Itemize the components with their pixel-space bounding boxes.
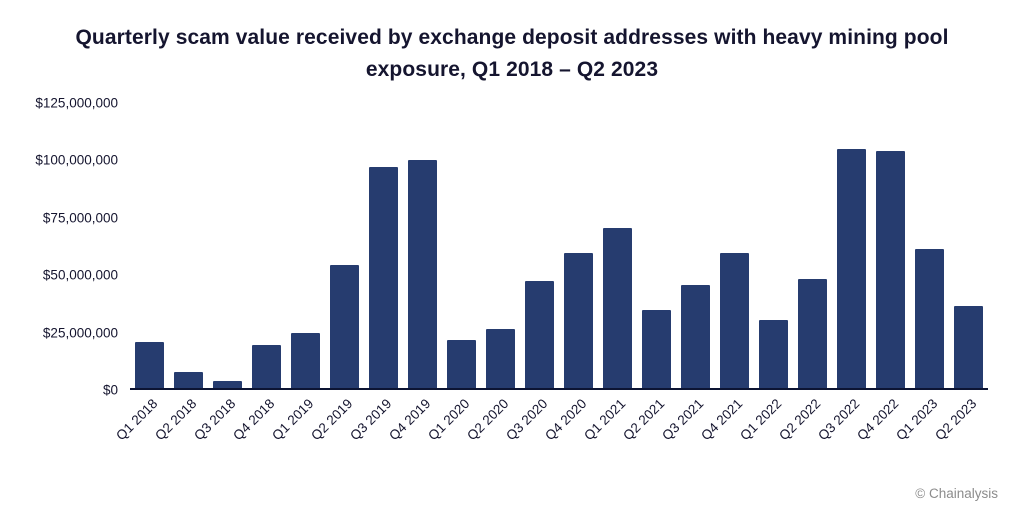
bar-q1-2022 [759,319,788,388]
x-axis-tick-label: Q1 2020 [424,396,473,444]
bar-group: Q1 2018 [113,103,169,443]
bar-group: Q4 2022 [854,103,910,443]
bar-q3-2020 [525,280,554,388]
bar-q2-2019 [330,264,359,388]
bar-q1-2023 [915,248,944,388]
x-axis-tick-label: Q3 2020 [502,396,551,444]
x-axis-tick-label: Q1 2023 [892,396,941,444]
bar-group: Q4 2018 [230,103,286,443]
bar-group: Q2 2022 [776,103,832,443]
x-axis-tick-label: Q3 2019 [346,396,395,444]
bar-chart: $0 $25,000,000 $50,000,000 $75,000,000 $100,… [35,96,988,443]
x-axis-tick-label: Q3 2022 [814,396,863,444]
x-axis-tick-label: Q2 2022 [775,396,824,444]
bar-group: Q3 2022 [815,103,871,443]
bar-group: Q2 2023 [932,103,988,443]
bar-q3-2021 [681,285,710,388]
bar-q1-2020 [447,340,476,388]
x-axis-tick-label: Q2 2021 [619,396,668,444]
bar-q2-2023 [954,305,983,388]
bar-q4-2021 [720,253,749,388]
x-axis-tick-label: Q2 2018 [151,396,200,444]
bar-q4-2022 [876,150,905,388]
bar-group: Q1 2019 [269,103,325,443]
bar-group: Q3 2018 [191,103,247,443]
y-axis-tick-label: $100,000,000 [35,152,118,168]
bar-q4-2018 [252,344,281,388]
bar-group: Q1 2021 [581,103,637,443]
chart-title: Quarterly scam value received by exchang… [75,26,949,81]
x-axis-tick-label: Q4 2019 [385,396,434,444]
bar-group: Q4 2020 [542,103,598,443]
x-axis-tick-label: Q1 2022 [736,396,785,444]
x-axis-tick-label: Q1 2018 [112,396,161,444]
bar-group: Q4 2021 [698,103,754,443]
bar-q1-2019 [291,333,320,388]
y-axis-tick-label: $25,000,000 [42,325,118,341]
bar-group: Q2 2019 [308,103,364,443]
x-axis-tick-label: Q2 2019 [307,396,356,444]
bar-q3-2018 [213,381,242,388]
bar-q4-2020 [564,253,593,388]
x-axis-tick-label: Q3 2018 [190,396,239,444]
bar-group: Q3 2021 [659,103,715,443]
y-axis: $0 $25,000,000 $50,000,000 $75,000,000 $100,… [0,96,118,398]
y-axis-tick-label: $50,000,000 [42,267,118,283]
bar-group: Q2 2018 [152,103,208,443]
x-axis-tick-label: Q4 2018 [229,396,278,444]
x-axis-tick-label: Q2 2020 [463,396,512,444]
bar-q3-2022 [837,148,866,388]
bar-q2-2021 [642,310,671,388]
bar-group: Q1 2023 [893,103,949,443]
bar-q2-2022 [798,278,827,388]
x-axis-tick-label: Q3 2021 [658,396,707,444]
bar-group: Q4 2019 [386,103,442,443]
x-axis-tick-label: Q2 2023 [931,396,980,444]
bar-q1-2021 [603,228,632,388]
x-axis-tick-label: Q4 2020 [541,396,590,444]
x-axis-tick-label: Q4 2021 [697,396,746,444]
y-axis-tick-label: $75,000,000 [42,210,118,226]
bar-q4-2019 [408,160,437,388]
bar-group: Q1 2022 [737,103,793,443]
y-axis-tick-label: $125,000,000 [35,95,118,111]
bar-q2-2020 [486,328,515,388]
bar-q2-2018 [174,372,203,388]
bar-group: Q3 2020 [503,103,559,443]
attribution: © Chainalysis [915,486,998,501]
bar-q1-2018 [135,342,164,388]
plot-area: Q1 2018 Q2 2018 Q3 2018 Q4 2018 Q1 2019 Q2 20… [113,103,988,443]
bar-group: Q2 2021 [620,103,676,443]
bar-group: Q1 2020 [425,103,481,443]
bar-q3-2019 [369,166,398,388]
bar-group: Q3 2019 [347,103,403,443]
x-axis-tick-label: Q4 2022 [853,396,902,444]
bar-group: Q2 2020 [464,103,520,443]
y-axis-tick-label: $0 [102,382,118,398]
x-axis-tick-label: Q1 2019 [268,396,317,444]
x-axis-tick-label: Q1 2021 [580,396,629,444]
